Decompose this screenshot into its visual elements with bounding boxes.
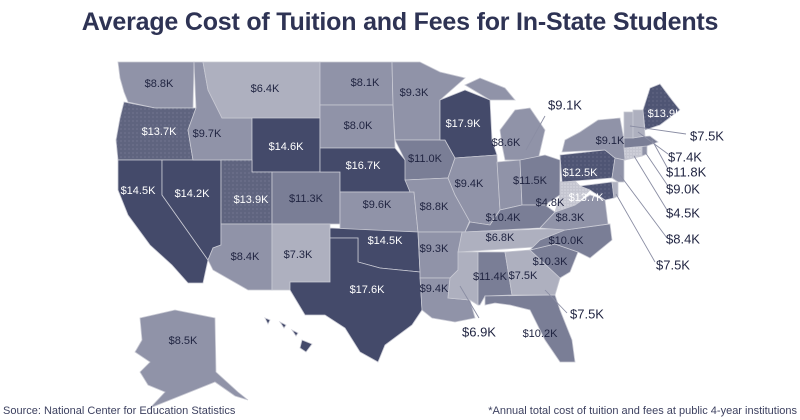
label-ks: $9.6K xyxy=(363,199,392,211)
leader-nh xyxy=(637,131,669,155)
page-title: Average Cost of Tuition and Fees for In-… xyxy=(81,8,719,36)
callout-ri: $9.0K xyxy=(666,181,700,196)
label-ok: $14.5K xyxy=(368,235,404,247)
label-oh: $11.5K xyxy=(513,175,548,187)
leader-ms xyxy=(459,285,480,319)
label-wa: $8.8K xyxy=(145,78,174,90)
state-hi[interactable] xyxy=(264,317,313,353)
leader-nj xyxy=(619,174,668,239)
callout-de: $7.5K xyxy=(656,257,690,272)
label-sc: $10.3K xyxy=(533,256,569,268)
label-wv: $4.8K xyxy=(536,197,565,209)
callout-nh: $7.4K xyxy=(668,149,702,164)
label-ia: $11.0K xyxy=(408,153,443,165)
label-wi: $17.9K xyxy=(446,118,482,130)
leader-ri xyxy=(644,151,669,187)
state-fl[interactable] xyxy=(484,294,576,363)
label-fl: $10.2K xyxy=(523,328,559,340)
label-me: $13.9K xyxy=(648,108,684,120)
leader-de xyxy=(615,193,656,263)
state-md[interactable] xyxy=(579,181,615,201)
label-ne: $16.7K xyxy=(346,160,382,172)
label-tn: $6.8K xyxy=(486,232,515,244)
callout-nj: $8.4K xyxy=(666,231,700,246)
state-nc[interactable] xyxy=(528,223,613,259)
callout-ct: $4.5K xyxy=(666,205,700,220)
state-mi[interactable] xyxy=(499,107,546,161)
label-tx: $17.6K xyxy=(350,284,386,296)
label-ny: $9.1K xyxy=(596,135,625,147)
state-vt[interactable] xyxy=(623,111,634,139)
leader-in xyxy=(525,115,546,151)
label-mt: $6.4K xyxy=(251,83,280,95)
label-va: $8.3K xyxy=(556,212,585,224)
label-nd: $8.1K xyxy=(351,77,380,89)
state-mi-up[interactable] xyxy=(464,77,516,101)
callout-vt: $7.5K xyxy=(690,128,724,143)
source-note: Source: National Center for Education St… xyxy=(3,405,236,417)
label-ky: $10.4K xyxy=(486,212,522,224)
label-mn: $9.3K xyxy=(400,87,429,99)
label-mi: $8.6K xyxy=(492,137,521,149)
label-ak: $8.5K xyxy=(169,335,198,347)
label-az: $8.4K xyxy=(231,251,260,263)
label-nc: $10.0K xyxy=(549,235,585,247)
label-md: $13.7K xyxy=(569,192,605,204)
label-co: $11.3K xyxy=(289,193,324,205)
callout-ma: $11.8K xyxy=(666,164,707,179)
state-ga[interactable] xyxy=(504,249,561,296)
callout-sc-coast: $7.5K xyxy=(570,306,604,321)
label-or: $13.7K xyxy=(142,126,178,138)
label-al: $11.4K xyxy=(473,271,508,283)
label-wy: $14.6K xyxy=(269,141,305,153)
label-nm: $7.3K xyxy=(284,249,313,261)
leader-ma xyxy=(651,139,669,170)
state-tx[interactable] xyxy=(289,237,423,363)
state-ma[interactable] xyxy=(623,135,659,149)
state-me[interactable] xyxy=(642,83,681,131)
label-sd: $8.0K xyxy=(344,120,373,132)
leader-ct xyxy=(633,155,668,211)
label-ut: $13.9K xyxy=(234,194,270,206)
state-ak[interactable] xyxy=(134,309,249,409)
label-id: $9.7K xyxy=(193,128,222,140)
callout-in: $9.1K xyxy=(548,97,582,112)
state-ar[interactable] xyxy=(417,231,463,279)
leader-vt xyxy=(629,125,687,135)
label-la: $9.4K xyxy=(420,283,449,295)
label-il: $9.4K xyxy=(455,178,484,190)
label-ar: $9.3K xyxy=(420,243,449,255)
label-ga: $7.5K xyxy=(509,270,538,282)
callout-ms: $6.9K xyxy=(462,324,496,339)
leader-sc-coast xyxy=(544,289,568,314)
footnote: *Annual total cost of tuition and fees a… xyxy=(488,405,797,417)
label-mo: $8.8K xyxy=(420,201,449,213)
label-nv: $14.2K xyxy=(175,188,211,200)
state-nh[interactable] xyxy=(632,109,646,139)
label-ca: $14.5K xyxy=(121,185,157,197)
label-pa: $12.5K xyxy=(563,167,599,179)
